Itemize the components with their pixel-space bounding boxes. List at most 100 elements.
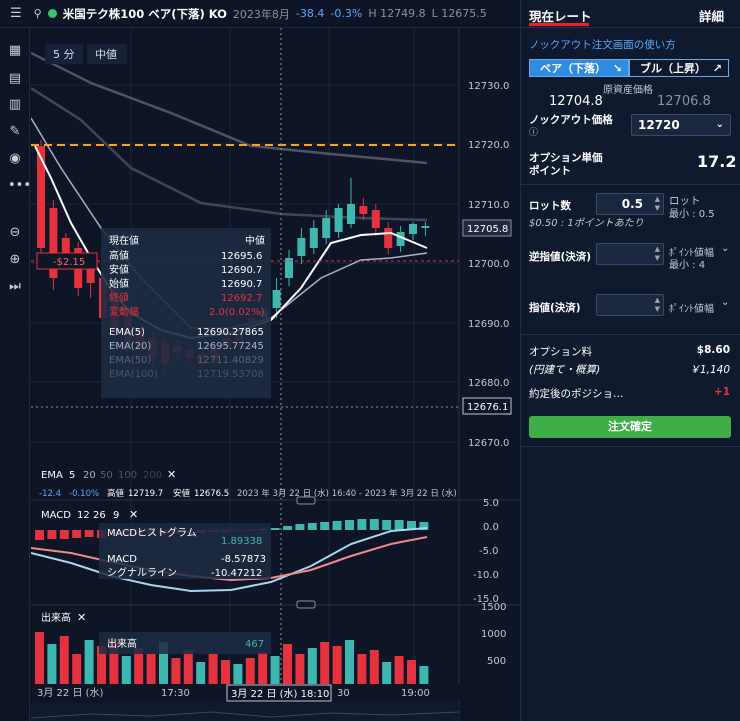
bear-button[interactable]: ベア（下落） ↘: [529, 59, 629, 77]
ko-price-select[interactable]: 12720 ⌄: [631, 114, 731, 136]
stop-label: 逆指値(決済): [529, 251, 592, 263]
arrow-up-right-icon: ↗: [712, 62, 722, 75]
candle-body: [409, 224, 417, 234]
panel-resize-handle[interactable]: [296, 496, 316, 505]
svg-text:100: 100: [118, 470, 137, 481]
limit-stepper[interactable]: ▲ ▼: [654, 296, 660, 313]
volume-bar: [221, 660, 230, 684]
volume-legend: 出来高 ✕ 出来高 467: [41, 611, 271, 654]
candle-body: [322, 218, 331, 238]
bull-button[interactable]: ブル（上昇） ↗: [629, 59, 729, 77]
zoom-in-icon[interactable]: ⊕: [9, 252, 21, 267]
volume-bar: [357, 654, 367, 684]
ema-legend: EMA 5 20 50 100 200 ✕ -12.4 -0.10% 高値 12…: [39, 468, 457, 499]
bear-label: ベア（下落）: [540, 62, 606, 75]
candle-body: [359, 206, 368, 214]
underlying-label: 原資産価格: [603, 85, 653, 96]
svg-text:2023 年 3月 22 日 (水) 16:40 - 202: 2023 年 3月 22 日 (水) 16:40 - 2023 年 3月 22 …: [237, 488, 457, 499]
time-axis: 3月 22 日 (水) 17:30 30 19:00: [37, 687, 430, 699]
position-tag[interactable]: [36, 252, 98, 270]
active-tab-underline: [529, 23, 589, 26]
more-icon[interactable]: •••: [8, 178, 32, 193]
tab-details[interactable]: 詳細: [699, 9, 725, 24]
svg-text:MACD: MACD: [107, 554, 137, 565]
volume-bar: [345, 640, 354, 684]
volume-bar: [47, 644, 57, 684]
stop-input[interactable]: ▲ ▼: [596, 243, 664, 265]
candle-body: [396, 232, 405, 246]
svg-text:中値: 中値: [245, 234, 265, 247]
lot-stepper[interactable]: ▲ ▼: [654, 195, 660, 212]
svg-text:現在値: 現在値: [109, 234, 139, 247]
price-type-button[interactable]: [87, 44, 127, 64]
svg-text:-8.57873: -8.57873: [221, 554, 266, 565]
close-legend-icon[interactable]: ✕: [167, 468, 176, 481]
macd-histogram-bar: [47, 530, 57, 539]
svg-text:EMA(100): EMA(100): [109, 369, 158, 380]
macd-histogram-bar: [84, 530, 94, 537]
volume-bar: [183, 650, 193, 684]
tab-current-rate[interactable]: 現在レート: [529, 9, 592, 24]
timeframe-button[interactable]: [45, 44, 83, 64]
lot-note: $0.50 : 1ポイントあたり: [529, 218, 644, 229]
svg-text:2.0(0.02%): 2.0(0.02%): [209, 307, 265, 318]
info-icon[interactable]: ⓘ: [529, 128, 539, 138]
close-volume-icon[interactable]: ✕: [77, 611, 86, 624]
macd-legend: MACD 12 26 9 ✕ MACDヒストグラム 1.89338 MACD -…: [41, 508, 271, 579]
svg-text:MACDヒストグラム: MACDヒストグラム: [107, 526, 197, 539]
option-price-value: 17.2: [697, 152, 737, 171]
chart-svg[interactable]: -$2.15 5 分 中値 12730.0 12720.0 12710.0 12…: [30, 28, 520, 721]
svg-text:12730.0: 12730.0: [468, 81, 509, 92]
svg-text:0.0: 0.0: [483, 522, 499, 533]
volume-bar: [419, 666, 429, 684]
volume-bar: [159, 642, 168, 684]
volume-bar: [320, 642, 330, 684]
svg-text:12676.1: 12676.1: [467, 402, 508, 413]
position-pnl: -$2.15: [53, 257, 85, 268]
bar-chart-icon[interactable]: ▥: [8, 97, 22, 112]
svg-text:12676.5: 12676.5: [194, 489, 229, 499]
svg-text:17:30: 17:30: [161, 688, 190, 699]
limit-unit-chevron-icon[interactable]: ⌄: [721, 297, 730, 308]
menu-icon[interactable]: ☰: [10, 6, 22, 21]
svg-text:EMA(20): EMA(20): [109, 341, 151, 352]
svg-text:5 分: 5 分: [53, 48, 75, 61]
macd-histogram-bar: [394, 520, 404, 530]
confirm-order-button[interactable]: 注文確定: [529, 416, 731, 438]
scroll-latest-icon[interactable]: ⏭: [9, 279, 21, 294]
chevron-down-icon: ⌄: [715, 119, 724, 130]
close-macd-icon[interactable]: ✕: [129, 508, 138, 521]
svg-text:200: 200: [143, 470, 162, 481]
chart-type-icon[interactable]: ▦: [8, 43, 22, 58]
svg-text:12719.7: 12719.7: [128, 489, 163, 499]
svg-text:26: 26: [93, 510, 106, 521]
zoom-out-icon[interactable]: ⊖: [9, 225, 21, 240]
svg-text:20: 20: [83, 470, 96, 481]
stop-unit-chevron-icon[interactable]: ⌄: [721, 243, 730, 254]
market-open-indicator: [47, 9, 57, 18]
candle-body: [86, 260, 95, 283]
candle-body: [309, 228, 318, 248]
limit-input[interactable]: ▲ ▼: [596, 294, 664, 316]
svg-text:12705.8: 12705.8: [467, 224, 508, 235]
search-icon[interactable]: ⚲: [33, 7, 42, 20]
lot-input[interactable]: 0.5 ▲ ▼: [596, 193, 664, 215]
svg-text:1.89338: 1.89338: [221, 536, 262, 547]
draw-pen-icon[interactable]: ✎: [9, 124, 21, 139]
volume-bar: [146, 654, 156, 684]
volume-bar: [258, 652, 268, 684]
crosshair-price-label: [462, 397, 512, 415]
svg-text:467: 467: [245, 639, 264, 650]
howto-link[interactable]: ノックアウト注文画面の使い方: [529, 39, 676, 51]
volume-bar: [72, 654, 82, 684]
eye-icon[interactable]: ◉: [9, 151, 21, 166]
low-value: L 12675.5: [431, 7, 487, 20]
candle-body: [334, 208, 343, 232]
navigator[interactable]: [31, 703, 459, 721]
indicators-icon[interactable]: ▤: [8, 71, 22, 86]
chart-area[interactable]: -$2.15 5 分 中値 12730.0 12720.0 12710.0 12…: [30, 28, 520, 721]
volume-resize-handle[interactable]: [296, 600, 316, 609]
stop-stepper[interactable]: ▲ ▼: [654, 245, 660, 262]
svg-text:-12.4: -12.4: [39, 489, 61, 499]
volume-bar: [270, 656, 280, 684]
